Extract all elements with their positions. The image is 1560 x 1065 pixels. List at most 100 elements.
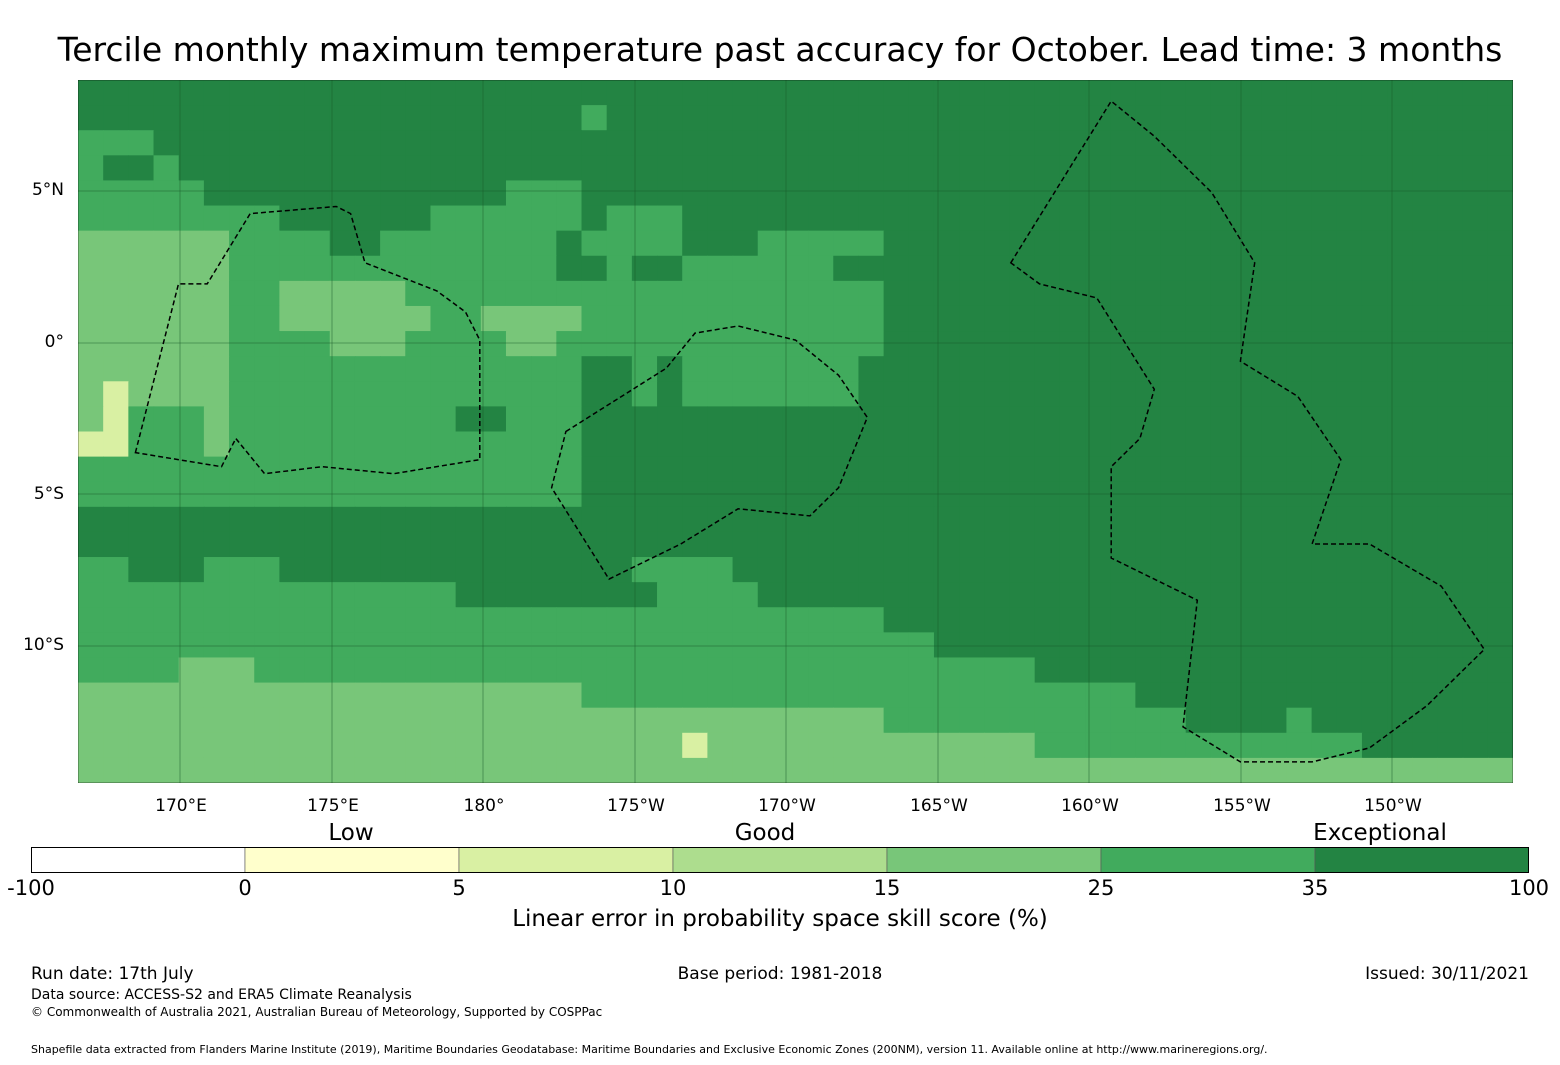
grid-cell bbox=[606, 230, 633, 257]
grid-cell bbox=[808, 130, 834, 156]
grid-cell bbox=[682, 305, 708, 332]
grid-cell bbox=[1236, 582, 1262, 608]
grid-cell bbox=[833, 105, 860, 131]
grid-cell bbox=[556, 456, 583, 483]
grid-cell bbox=[1361, 356, 1388, 382]
colorbar-segment bbox=[31, 847, 246, 873]
grid-cell bbox=[858, 657, 885, 684]
grid-cell bbox=[833, 456, 860, 483]
grid-cell bbox=[103, 657, 129, 684]
grid-cell bbox=[1236, 205, 1262, 232]
grid-cell bbox=[682, 255, 708, 282]
grid-cell bbox=[581, 80, 608, 106]
grid-cell bbox=[153, 582, 180, 608]
grid-cell bbox=[908, 607, 935, 633]
grid-cell bbox=[505, 155, 532, 182]
grid-cell bbox=[581, 732, 608, 759]
grid-cell bbox=[908, 531, 935, 558]
grid-cell bbox=[1009, 356, 1036, 382]
grid-cell bbox=[984, 431, 1011, 458]
grid-cell bbox=[128, 205, 155, 232]
grid-cell bbox=[153, 657, 180, 684]
grid-cell bbox=[455, 230, 482, 257]
grid-cell bbox=[631, 205, 658, 232]
grid-cell bbox=[606, 707, 633, 734]
grid-cell bbox=[984, 205, 1011, 232]
grid-cell bbox=[581, 757, 608, 783]
grid-cell bbox=[1160, 205, 1187, 232]
grid-cell bbox=[380, 481, 406, 508]
grid-cell bbox=[1387, 180, 1413, 207]
grid-cell bbox=[1261, 632, 1288, 659]
grid-cell bbox=[581, 331, 608, 357]
grid-cell bbox=[1437, 155, 1464, 182]
grid-cell bbox=[178, 557, 205, 583]
colorbar-segment bbox=[1100, 847, 1316, 873]
grid-cell bbox=[329, 255, 356, 282]
grid-cell bbox=[480, 707, 507, 734]
grid-cell bbox=[1412, 732, 1439, 759]
grid-cell bbox=[103, 230, 129, 257]
grid-cell bbox=[782, 230, 809, 257]
grid-cell bbox=[380, 356, 406, 382]
grid-cell bbox=[1059, 356, 1086, 382]
grid-cell bbox=[657, 80, 683, 106]
grid-cell bbox=[329, 607, 356, 633]
lon-label-175e: 175°E bbox=[307, 796, 359, 816]
grid-cell bbox=[657, 481, 683, 508]
grid-cell bbox=[78, 280, 104, 307]
grid-cell bbox=[1311, 531, 1338, 558]
grid-cell bbox=[1311, 557, 1338, 583]
grid-cell bbox=[757, 657, 784, 684]
grid-cell bbox=[103, 381, 129, 407]
grid-cell bbox=[757, 230, 784, 257]
grid-cell bbox=[1210, 180, 1237, 207]
grid-cell bbox=[254, 155, 281, 182]
grid-cell bbox=[1110, 356, 1136, 382]
grid-cell bbox=[103, 356, 129, 382]
grid-cell bbox=[229, 557, 255, 583]
grid-cell bbox=[279, 280, 306, 307]
grid-cell bbox=[556, 531, 583, 558]
grid-cell bbox=[1387, 607, 1413, 633]
grid-cell bbox=[430, 80, 457, 106]
grid-cell bbox=[959, 230, 985, 257]
grid-cell bbox=[380, 456, 406, 483]
grid-cell bbox=[354, 757, 381, 783]
grid-cell bbox=[782, 707, 809, 734]
grid-cell bbox=[808, 105, 834, 131]
grid-cell bbox=[959, 557, 985, 583]
grid-cell bbox=[329, 280, 356, 307]
grid-cell bbox=[682, 431, 708, 458]
grid-cell bbox=[757, 331, 784, 357]
grid-cell bbox=[1210, 632, 1237, 659]
grid-cell bbox=[833, 506, 860, 533]
grid-cell bbox=[984, 506, 1011, 533]
grid-cell bbox=[682, 682, 708, 709]
grid-cell bbox=[1387, 356, 1413, 382]
grid-cell bbox=[631, 230, 658, 257]
grid-cell bbox=[959, 607, 985, 633]
grid-cell bbox=[178, 582, 205, 608]
grid-cell bbox=[657, 757, 683, 783]
grid-cell bbox=[1261, 230, 1288, 257]
grid-cell bbox=[1135, 205, 1162, 232]
grid-cell bbox=[1236, 506, 1262, 533]
grid-cell bbox=[279, 255, 306, 282]
grid-cell bbox=[732, 155, 759, 182]
grid-cell bbox=[203, 707, 230, 734]
grid-cell bbox=[757, 607, 784, 633]
grid-cell bbox=[556, 732, 583, 759]
grid-cell bbox=[833, 356, 860, 382]
category-low: Low bbox=[328, 820, 374, 846]
grid-cell bbox=[1236, 130, 1262, 156]
grid-cell bbox=[1210, 230, 1237, 257]
lon-label-180: 180° bbox=[463, 796, 505, 816]
eez-boundary bbox=[550, 325, 869, 581]
grid-cell bbox=[1135, 230, 1162, 257]
grid-cell bbox=[1110, 657, 1136, 684]
grid-cell bbox=[405, 682, 432, 709]
grid-cell bbox=[1437, 431, 1464, 458]
grid-cell bbox=[984, 582, 1011, 608]
grid-cell bbox=[1261, 180, 1288, 207]
